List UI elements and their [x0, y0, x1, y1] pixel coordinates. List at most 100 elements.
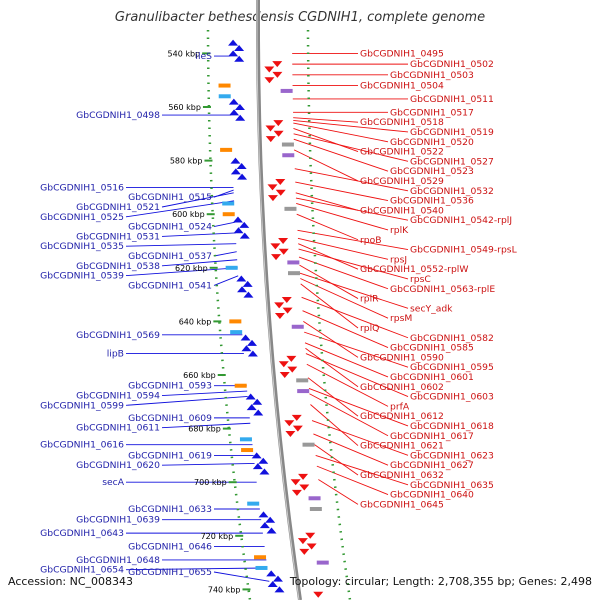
- reverse-gene-arrow: [266, 570, 277, 577]
- backbone-ring: [256, 0, 302, 600]
- forward-gene-arrow: [267, 184, 278, 191]
- gene-color-block: [222, 201, 235, 206]
- gene-label-left: GbCGDNIH1_0531: [76, 231, 160, 242]
- reverse-gene-arrow: [239, 232, 250, 239]
- gene-connector-left: [161, 259, 238, 267]
- kbp-ticks: 540 kbp 560 kbp 580 kbp 600 kbp 620 kbp 640 k…: [168, 30, 352, 600]
- gene-connector-right: [311, 420, 409, 456]
- forward-gene-arrow: [264, 66, 275, 73]
- gene-label-left: GbCGDNIH1_0521: [76, 202, 160, 213]
- forward-gene-arrow: [278, 361, 289, 368]
- kbp-label: 560 kbp: [168, 103, 201, 112]
- forward-gene-arrow: [272, 71, 283, 78]
- forward-gene-arrow: [272, 61, 283, 68]
- forward-gene-arrow: [282, 307, 293, 314]
- forward-gene-arrow: [290, 479, 301, 486]
- gene-connector-right: [313, 433, 389, 466]
- gene-label-right: GbCGDNIH1_0517: [390, 107, 474, 118]
- gene-color-block: [280, 88, 293, 93]
- gene-connector-left: [125, 200, 235, 218]
- gene-label-left: GbCGDNIH1_0620: [76, 460, 160, 471]
- forward-gene-arrow: [265, 136, 276, 143]
- gene-label-right: GbCGDNIH1_0495: [360, 48, 444, 59]
- gene-labels: ileS GbCGDNIH1_0498 GbCGDNIH1_0516 GbCGDNIH…: [40, 48, 517, 578]
- summary-text: Topology: circular; Length: 2,708,355 bp…: [289, 575, 592, 588]
- gene-label-left: GbCGDNIH1_0525: [40, 212, 124, 223]
- gene-connector-right: [310, 404, 359, 446]
- kbp-label: 720 kbp: [201, 532, 234, 541]
- gene-label-left: GbCGDNIH1_0633: [128, 504, 212, 515]
- reverse-gene-arrow: [232, 216, 243, 223]
- gene-connector-left: [161, 232, 236, 237]
- forward-gene-arrow: [299, 548, 310, 555]
- forward-gene-arrow: [265, 125, 276, 132]
- gene-label-left: GbCGDNIH1_0515: [128, 192, 212, 203]
- gene-features: [218, 39, 329, 598]
- reverse-gene-arrow: [228, 39, 239, 46]
- reverse-gene-arrow: [230, 157, 241, 164]
- gene-color-block: [281, 142, 294, 147]
- gene-label-right: GbCGDNIH1_0627: [390, 460, 474, 471]
- reverse-gene-arrow: [252, 398, 263, 405]
- gene-label-left: GbCGDNIH1_0537: [128, 251, 212, 262]
- kbp-label: 540 kbp: [168, 49, 201, 58]
- kbp-label: 700 kbp: [194, 478, 227, 487]
- gene-label-right: GbCGDNIH1_0549-rpsL: [410, 245, 518, 256]
- forward-gene-arrow: [275, 179, 286, 186]
- gene-label-left: GbCGDNIH1_0655: [128, 567, 212, 578]
- gene-label-right: GbCGDNIH1_0520: [390, 137, 474, 148]
- gene-label-right: GbCGDNIH1_0552-rplW: [360, 264, 468, 275]
- gene-label-right: GbCGDNIH1_0540: [360, 205, 444, 216]
- forward-gene-arrow: [281, 296, 292, 303]
- gene-connector-right: [293, 138, 389, 172]
- forward-gene-arrow: [287, 366, 298, 373]
- gene-label-right: GbCGDNIH1_0511: [410, 94, 494, 105]
- kbp-label: 640 kbp: [179, 317, 212, 326]
- gene-color-block: [225, 265, 238, 270]
- reverse-gene-arrow: [228, 98, 239, 105]
- gene-connector-left: [213, 571, 270, 582]
- gene-label-right: GbCGDNIH1_0632: [360, 470, 444, 481]
- gene-connector-right: [298, 243, 359, 270]
- forward-gene-arrow: [275, 189, 286, 196]
- forward-gene-arrow: [274, 302, 285, 309]
- forward-gene-arrow: [299, 484, 310, 491]
- gene-connector-right: [304, 342, 389, 378]
- gene-connector-right: [318, 479, 359, 505]
- gene-connector-right: [305, 347, 359, 388]
- reverse-gene-arrow: [265, 516, 276, 523]
- gene-connector-right: [293, 149, 359, 182]
- gene-label-right: GbCGDNIH1_0527: [410, 156, 494, 167]
- reverse-gene-arrow: [253, 409, 264, 416]
- gene-color-block: [229, 319, 242, 324]
- gene-connector-right: [293, 128, 359, 152]
- gene-label-right: GbCGDNIH1_0503: [390, 70, 474, 81]
- kbp-label: 680 kbp: [188, 425, 221, 434]
- gene-label-left: GbCGDNIH1_0619: [128, 450, 212, 461]
- gene-label-right: GbCGDNIH1_0621: [360, 441, 444, 452]
- forward-gene-arrow: [279, 372, 290, 378]
- gene-connector-left: [161, 390, 248, 396]
- gene-color-block: [296, 378, 309, 383]
- gene-label-right: GbCGDNIH1_0536: [390, 196, 474, 207]
- reverse-gene-arrow: [230, 168, 241, 175]
- gene-label-left: GbCGDNIH1_0648: [76, 555, 160, 566]
- reverse-gene-arrow: [247, 339, 258, 346]
- gene-label-left: ileS: [195, 51, 212, 62]
- gene-color-block: [220, 147, 233, 152]
- gene-connector-left: [125, 567, 268, 571]
- gene-color-block: [302, 442, 315, 447]
- forward-gene-arrow: [274, 313, 285, 320]
- reverse-gene-arrow: [242, 280, 253, 287]
- gene-label-left: GbCGDNIH1_0611: [76, 423, 160, 434]
- gene-label-right: GbCGDNIH1_0612: [360, 411, 444, 422]
- gene-label-right: GbCGDNIH1_0504: [360, 81, 444, 92]
- gene-color-block: [218, 83, 231, 88]
- gene-connector-right: [295, 197, 409, 221]
- gene-color-block: [255, 565, 268, 570]
- reverse-gene-arrow: [267, 581, 278, 588]
- reverse-gene-arrow: [239, 221, 250, 228]
- reverse-gene-arrow: [247, 350, 258, 357]
- gene-label-right: GbCGDNIH1_0523: [390, 166, 474, 177]
- reverse-gene-arrow: [229, 109, 240, 116]
